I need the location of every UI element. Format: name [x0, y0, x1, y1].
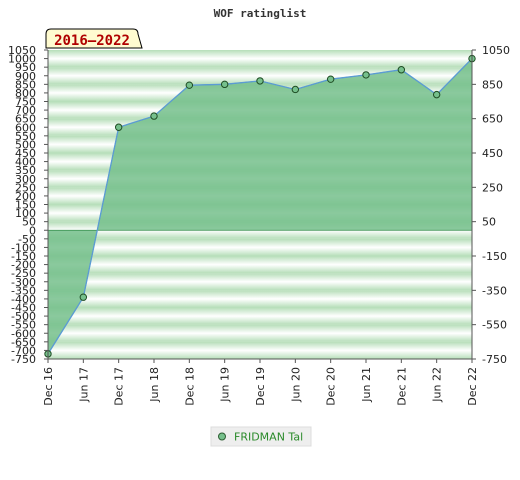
left-tick-label: 800 [15, 87, 36, 100]
data-point [220, 80, 229, 89]
left-tick-label: -200 [11, 259, 36, 272]
grid-band [48, 290, 472, 308]
right-tick-label: -150 [482, 250, 507, 263]
left-tick-label: 350 [15, 164, 36, 177]
x-tick-label: Dec 21 [395, 367, 408, 406]
left-tick-label: 950 [15, 61, 36, 74]
left-tick-label: -700 [11, 344, 36, 357]
left-tick-label: -250 [11, 267, 36, 280]
left-tick-label: 600 [15, 121, 36, 134]
left-tick-label: 850 [15, 78, 36, 91]
data-point [256, 77, 264, 85]
right-tick-label: 850 [482, 78, 503, 91]
right-tick-label: 250 [482, 181, 503, 194]
left-tick-label: -550 [11, 319, 36, 332]
data-point [291, 85, 300, 94]
right-tick-label: 50 [482, 216, 496, 229]
right-tick-label: -550 [482, 319, 507, 332]
right-tick-label: 1050 [482, 44, 510, 57]
x-tick-label: Dec 22 [466, 367, 479, 406]
left-tick-label: -350 [11, 284, 36, 297]
left-tick-label: 400 [15, 156, 36, 169]
data-point [397, 66, 406, 74]
left-tick-label: -750 [11, 353, 36, 366]
right-tick-label: -350 [482, 284, 507, 297]
grid-band [48, 324, 472, 342]
x-tick-label: Dec 18 [183, 367, 196, 406]
left-tick-label: 700 [15, 104, 36, 117]
x-tick-label: Dec 17 [113, 367, 126, 406]
badge-label: 2016–2022 [54, 33, 130, 49]
data-point [114, 123, 123, 131]
right-tick-label: 450 [482, 147, 503, 160]
left-tick-label: 300 [15, 173, 36, 186]
grid-band [48, 273, 472, 291]
left-tick-label: -150 [11, 250, 36, 263]
marker-layer [44, 54, 476, 358]
left-tick-label: -450 [11, 302, 36, 315]
grid-band [48, 307, 472, 325]
left-tick-label: 1050 [8, 44, 36, 57]
legend: FRIDMAN Tal [210, 426, 312, 447]
grid-band [48, 341, 472, 359]
left-tick-label: 900 [15, 70, 36, 83]
x-tick-label: Dec 19 [254, 367, 267, 406]
left-tick-label: -500 [11, 310, 36, 323]
left-tick-label: 750 [15, 96, 36, 109]
left-y-axis: 1050100095090085080075070065060055050045… [8, 44, 48, 366]
x-tick-label: Dec 20 [325, 367, 338, 406]
grid-band [48, 256, 472, 274]
legend-series-name: FRIDMAN Tal [234, 431, 303, 444]
x-tick-label: Jun 18 [148, 367, 161, 403]
x-tick-label: Jun 20 [289, 367, 302, 403]
grid-band [48, 50, 472, 68]
x-axis: Dec 16 Jun 17 Dec 17 Jun 18 Dec 18 Jun 19 Dec … [42, 359, 479, 406]
left-tick-label: 150 [15, 199, 36, 212]
left-tick-label: -300 [11, 276, 36, 289]
left-tick-label: -100 [11, 241, 36, 254]
left-tick-label: -400 [11, 293, 36, 306]
left-tick-label: 500 [15, 138, 36, 151]
data-point [432, 90, 441, 99]
date-range-badge: 2016–2022 [45, 28, 143, 49]
data-point [326, 75, 335, 83]
data-point [79, 293, 88, 301]
left-tick-label: 1000 [8, 53, 36, 66]
left-tick-label: -600 [11, 327, 36, 340]
grid-band [48, 238, 472, 256]
left-tick-label: 550 [15, 130, 36, 143]
x-tick-label: Jun 21 [360, 367, 373, 403]
left-tick-label: -650 [11, 336, 36, 349]
right-y-axis: 1050 850 650 450 250 50 -150 -350 -550 -750 [472, 44, 510, 366]
left-tick-label: 200 [15, 190, 36, 203]
x-tick-label: Dec 16 [42, 367, 55, 406]
left-tick-label: 250 [15, 181, 36, 194]
left-tick-label: -50 [18, 233, 36, 246]
right-tick-label: -750 [482, 353, 507, 366]
x-tick-label: Jun 22 [431, 367, 444, 403]
right-tick-label: 650 [482, 113, 503, 126]
legend-box [210, 426, 312, 447]
left-tick-label: 450 [15, 147, 36, 160]
data-point [150, 112, 158, 120]
left-tick-label: 50 [22, 216, 36, 229]
legend-marker [218, 432, 226, 441]
left-tick-label: 650 [15, 113, 36, 126]
chart-title: WOF ratinglist [214, 7, 307, 20]
left-tick-label: 0 [29, 224, 36, 237]
left-tick-label: 100 [15, 207, 36, 220]
data-point [362, 71, 370, 79]
data-point [185, 81, 194, 89]
x-tick-label: Jun 17 [77, 367, 90, 403]
x-tick-label: Jun 19 [219, 367, 232, 403]
